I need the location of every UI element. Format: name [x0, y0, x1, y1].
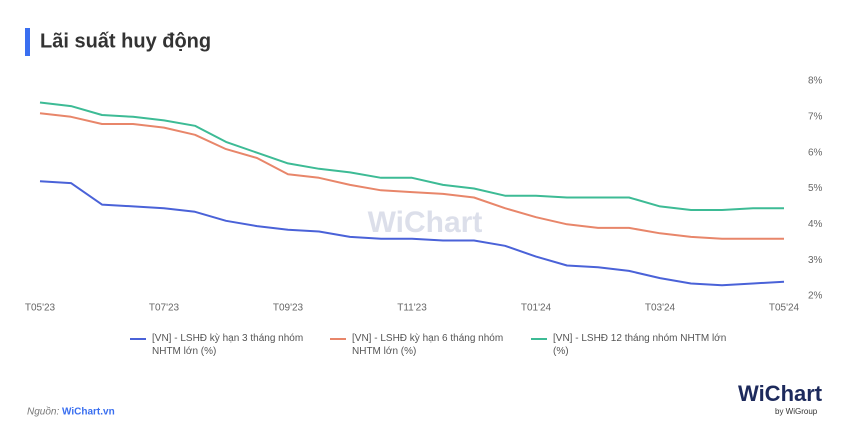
y-tick-label: 4%	[808, 219, 823, 230]
legend-label: [VN] - LSHĐ kỳ hạn 6 tháng nhóm NHTM lớn…	[352, 333, 504, 357]
y-tick-label: 5%	[808, 183, 823, 194]
logo: WiChart	[738, 381, 823, 406]
watermark: WiChart	[368, 206, 483, 239]
title-bar	[25, 28, 30, 56]
x-tick-label: T11'23	[397, 303, 427, 314]
x-tick-label: T05'23	[25, 303, 56, 314]
legend-label: [VN] - LSHĐ 12 tháng nhóm NHTM lớn (%)	[553, 333, 727, 357]
y-tick-label: 7%	[808, 111, 823, 122]
legend-item[interactable]: [VN] - LSHĐ 12 tháng nhóm NHTM lớn (%)	[531, 332, 733, 358]
series-line	[39, 112, 784, 240]
legend-swatch	[330, 338, 346, 340]
x-tick-label: T03'24	[645, 303, 676, 314]
series-line	[39, 101, 784, 211]
legend-swatch	[531, 338, 547, 340]
legend-item[interactable]: [VN] - LSHĐ kỳ hạn 6 tháng nhóm NHTM lớn…	[330, 332, 532, 358]
y-tick-label: 2%	[808, 291, 823, 302]
legend-item[interactable]: [VN] - LSHĐ kỳ hạn 3 tháng nhóm NHTM lớn…	[130, 332, 332, 358]
legend-label: [VN] - LSHĐ kỳ hạn 3 tháng nhóm NHTM lớn…	[152, 333, 304, 357]
y-tick-label: 8%	[808, 76, 823, 87]
x-tick-label: T01'24	[521, 303, 552, 314]
source-name: WiChart.vn	[62, 407, 115, 418]
y-tick-label: 3%	[808, 255, 823, 266]
series-line	[39, 180, 785, 287]
x-tick-label: T05'24	[769, 303, 800, 314]
x-tick-label: T09'23	[273, 303, 304, 314]
logo-tagline: by WiGroup	[775, 407, 818, 416]
legend-swatch	[130, 338, 146, 340]
chart-title: Lãi suất huy động	[40, 30, 211, 52]
y-tick-label: 6%	[808, 147, 823, 158]
x-tick-label: T07'23	[149, 303, 180, 314]
source-label: Nguồn:	[27, 406, 59, 418]
